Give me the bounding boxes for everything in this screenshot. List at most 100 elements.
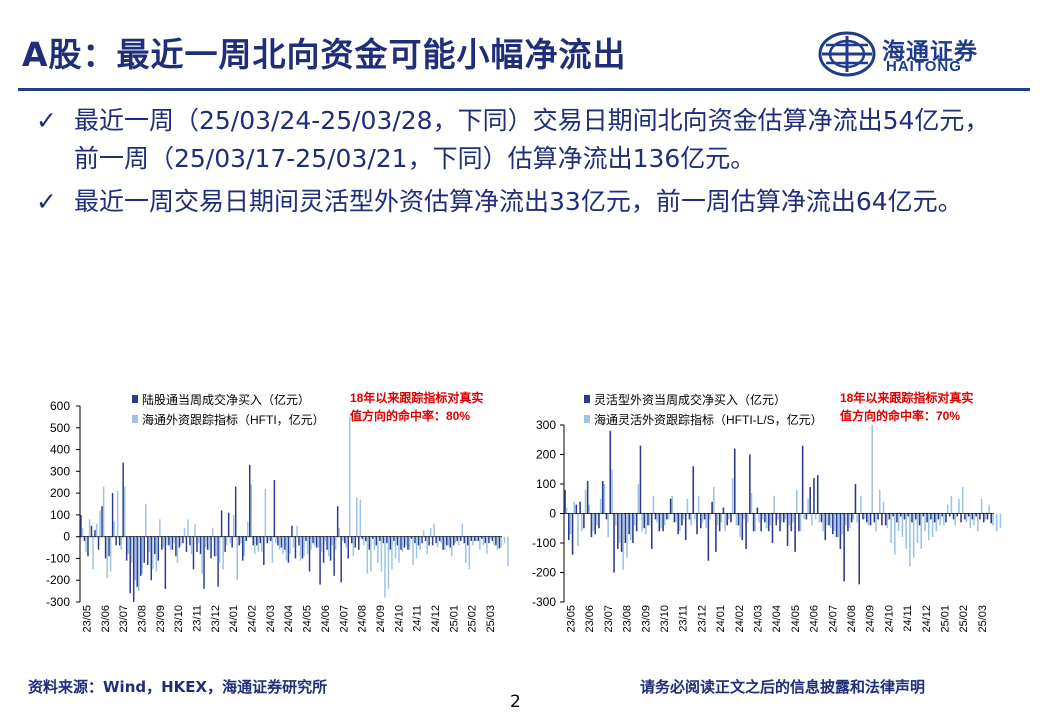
bar — [614, 513, 617, 526]
bar — [730, 513, 732, 523]
bar — [639, 445, 642, 514]
bar — [130, 536, 133, 563]
bar — [754, 513, 757, 532]
bar — [359, 499, 362, 537]
bar — [777, 513, 779, 520]
bar — [182, 536, 184, 544]
bar — [273, 480, 276, 537]
bar — [111, 493, 114, 537]
bar — [94, 530, 96, 537]
x-tick-label: 24/04 — [771, 605, 783, 633]
bar — [289, 536, 291, 555]
bar — [334, 536, 337, 550]
bar — [909, 513, 911, 567]
bar — [878, 489, 881, 514]
bar — [848, 513, 851, 529]
bar — [726, 513, 728, 526]
bar — [150, 536, 153, 581]
bar — [324, 536, 326, 542]
bar — [372, 536, 374, 539]
bar — [956, 513, 959, 517]
bar — [479, 536, 481, 550]
bar — [394, 536, 397, 559]
bar — [975, 513, 977, 517]
bar — [92, 536, 94, 570]
bullet-text: 最近一周交易日期间灵活型外资估算净流出33亿元，前一周估算净流出64亿元。 — [74, 187, 963, 216]
bar — [440, 536, 442, 544]
disclaimer: 请务必阅读正文之后的信息披露和法律声明 — [640, 678, 926, 696]
bar — [762, 513, 764, 520]
bar — [310, 536, 312, 550]
bar — [463, 536, 466, 544]
bar — [477, 536, 480, 542]
bar — [123, 486, 126, 537]
bar — [617, 513, 619, 549]
bar — [326, 536, 328, 550]
x-tick-label: 23/05 — [566, 605, 578, 633]
x-tick-label: 24/10 — [393, 605, 405, 633]
bar — [495, 536, 497, 546]
bar — [143, 536, 145, 563]
bar — [737, 513, 740, 526]
x-tick-label: 23/05 — [81, 605, 93, 633]
bar — [769, 513, 772, 526]
bar — [468, 536, 471, 570]
bar — [829, 513, 832, 529]
x-tick-label: 24/09 — [865, 605, 877, 633]
bar — [306, 536, 309, 555]
bar — [712, 486, 715, 514]
bar — [897, 513, 900, 532]
bar — [352, 536, 355, 557]
bar — [946, 504, 949, 514]
bar — [366, 536, 369, 574]
bar — [594, 513, 596, 535]
bar — [168, 536, 170, 546]
y-tick-label: 600 — [50, 399, 70, 413]
bar — [931, 513, 934, 538]
bar — [862, 513, 864, 520]
bar — [964, 513, 966, 520]
bar — [250, 484, 253, 537]
bar — [401, 536, 404, 552]
bar — [169, 536, 172, 550]
bar — [865, 513, 868, 523]
bar — [716, 513, 719, 526]
hit-rate-annotation: 值方向的命中率：80% — [350, 408, 470, 423]
bar — [97, 536, 100, 550]
bar — [675, 513, 677, 523]
bar — [152, 536, 154, 570]
bar — [451, 536, 453, 557]
bar — [650, 513, 653, 549]
bar — [175, 536, 177, 557]
bar — [484, 536, 487, 544]
bar — [270, 536, 272, 542]
bar — [257, 536, 260, 552]
bar — [583, 513, 585, 529]
legend-label: 灵活型外资当周成交净买入（亿元） — [594, 392, 786, 407]
bar — [433, 523, 435, 537]
bar — [408, 536, 411, 550]
bar — [773, 495, 775, 514]
bar — [80, 514, 82, 537]
bar — [715, 513, 717, 552]
bar — [586, 481, 589, 514]
bar — [758, 513, 760, 523]
haitong-logo: 海通证券 HAITONG — [818, 30, 1008, 78]
bar — [405, 536, 407, 546]
bar — [728, 513, 730, 520]
bar — [694, 513, 696, 520]
bar — [127, 536, 129, 555]
bar — [707, 513, 710, 561]
bar — [436, 536, 439, 548]
bar — [869, 513, 872, 526]
legend-label: 海通外资跟踪指标（HFTI，亿元） — [142, 412, 325, 427]
bar — [106, 536, 108, 579]
bar — [645, 513, 647, 535]
bar — [826, 513, 828, 526]
bullet-item: ✓ 最近一周交易日期间灵活型外资估算净流出33亿元，前一周估算净流出64亿元。 — [36, 183, 1006, 221]
bar — [164, 536, 167, 589]
bar — [377, 536, 379, 563]
bar — [852, 513, 855, 520]
bar — [937, 513, 940, 520]
bar — [443, 536, 446, 550]
